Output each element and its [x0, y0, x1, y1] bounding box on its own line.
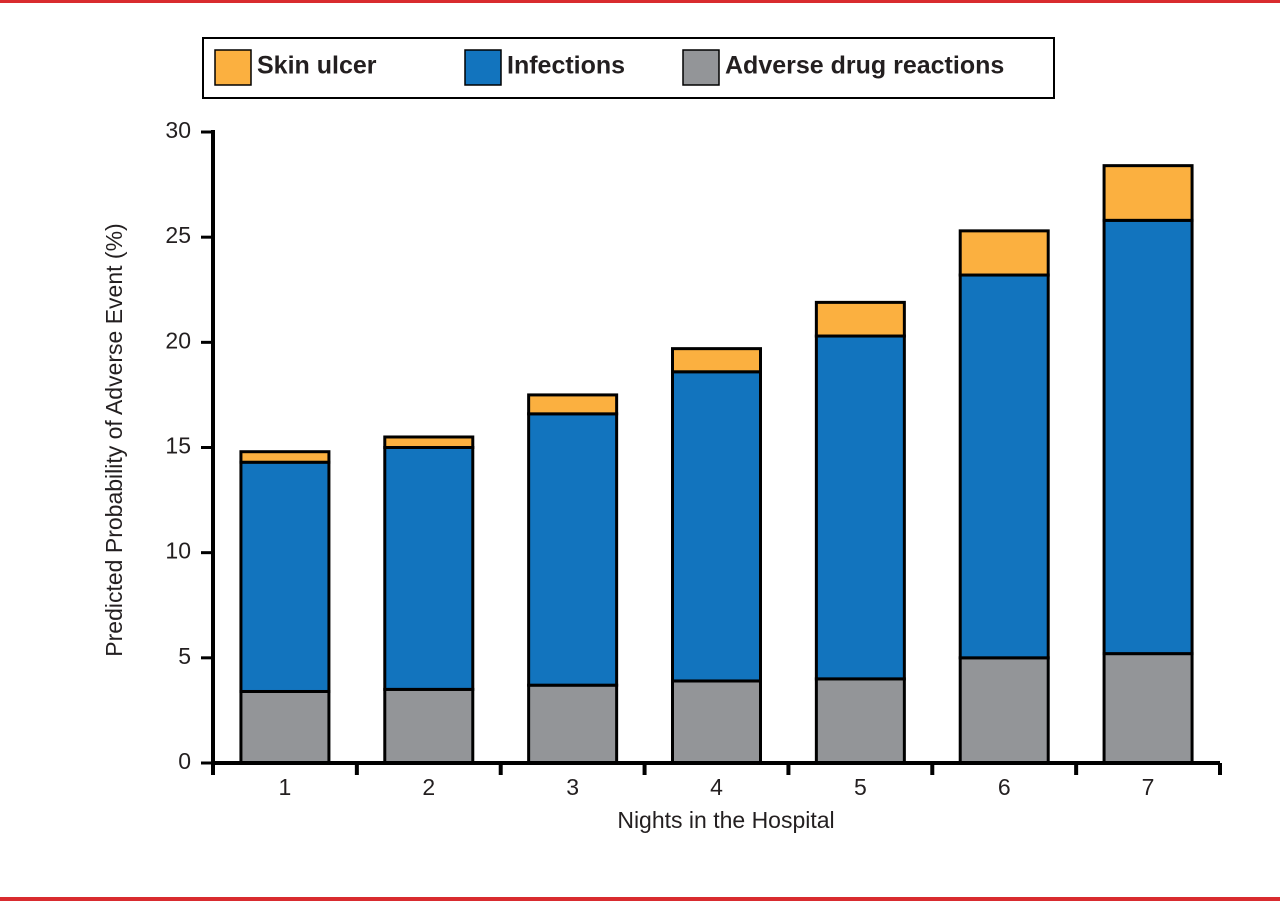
legend-swatch: [464, 49, 502, 86]
bar-segment: [239, 460, 331, 693]
bar-segment: [239, 689, 331, 765]
bar-segment: [814, 300, 906, 338]
bar-segment: [958, 273, 1050, 660]
x-tick-label: 7: [1142, 774, 1155, 800]
bar-segment: [239, 450, 331, 464]
bar-segment: [383, 446, 475, 691]
bar-segment: [814, 677, 906, 765]
bar-segment: [671, 370, 762, 683]
x-tick-label: 5: [854, 774, 867, 800]
bar-segment: [814, 334, 906, 681]
y-tick-label: 25: [165, 222, 191, 248]
bar-segment: [1102, 164, 1194, 222]
bar-segment: [671, 679, 762, 765]
bar-segment: [527, 683, 619, 765]
bar-segment: [383, 687, 475, 765]
y-tick-label: 0: [178, 748, 191, 774]
y-tick-label: 10: [165, 538, 191, 564]
bar-segment: [383, 435, 475, 450]
x-tick-label: 4: [710, 774, 723, 800]
y-tick-label: 15: [165, 433, 191, 459]
legend-label: Infections: [507, 52, 625, 80]
bar-segment: [958, 229, 1050, 277]
bar-segment: [958, 656, 1050, 765]
x-tick-label: 2: [422, 774, 435, 800]
x-tick-label: 3: [566, 774, 579, 800]
bottom-rule: [0, 897, 1280, 901]
bar-segment: [1102, 652, 1194, 765]
bar-segment: [1102, 218, 1194, 656]
y-tick-label: 20: [165, 327, 191, 353]
legend-swatch: [214, 49, 252, 86]
bar-segment: [527, 393, 619, 416]
y-tick-label: 30: [165, 117, 191, 143]
legend-swatch: [682, 49, 720, 86]
x-axis-title: Nights in the Hospital: [617, 807, 834, 833]
legend-label: Adverse drug reactions: [725, 52, 1004, 80]
legend-box: [202, 37, 1055, 99]
x-tick-label: 1: [279, 774, 292, 800]
x-tick-label: 6: [998, 774, 1011, 800]
y-tick-label: 5: [178, 643, 191, 669]
y-axis-title: Predicted Probability of Adverse Event (…: [101, 223, 127, 656]
bar-segment: [671, 347, 762, 374]
top-rule: [0, 0, 1280, 3]
bar-segment: [527, 412, 619, 687]
legend-label: Skin ulcer: [257, 52, 377, 80]
